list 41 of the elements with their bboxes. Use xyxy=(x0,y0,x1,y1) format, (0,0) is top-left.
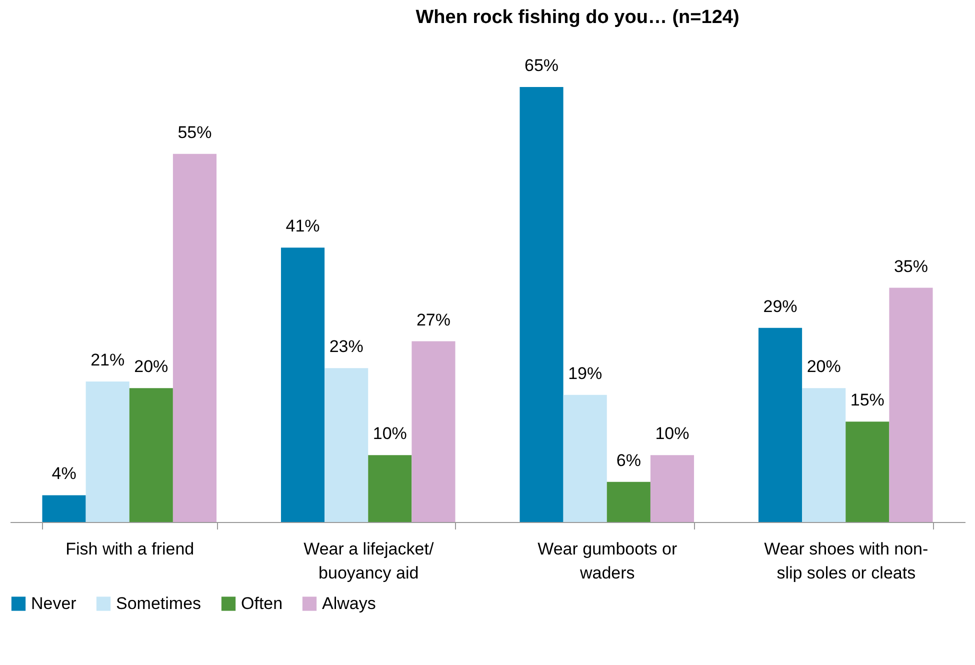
data-label: 29% xyxy=(763,296,798,316)
x-tick-label: Fish with a friend xyxy=(66,540,194,558)
legend-label: Always xyxy=(322,594,376,613)
bar xyxy=(86,381,130,522)
bar xyxy=(172,154,217,522)
data-label: 19% xyxy=(568,364,602,383)
bar xyxy=(520,87,564,522)
bar xyxy=(889,288,933,522)
legend-label: Sometimes xyxy=(116,594,202,613)
x-tick-label: Wear shoes with non-slip soles or cleats xyxy=(764,540,928,582)
data-label: 20% xyxy=(806,357,841,376)
data-label: 6% xyxy=(616,450,641,470)
data-label: 55% xyxy=(178,122,212,142)
bar xyxy=(368,455,412,522)
data-label: 35% xyxy=(894,256,928,276)
bar xyxy=(650,455,694,522)
data-label: 65% xyxy=(524,56,559,75)
bar xyxy=(412,341,456,522)
bar xyxy=(802,388,846,522)
bar xyxy=(280,248,325,522)
data-label: 10% xyxy=(372,424,407,444)
legend-label: Never xyxy=(31,594,77,613)
bar xyxy=(324,368,368,522)
bar xyxy=(563,394,607,522)
data-label: 21% xyxy=(90,350,125,370)
chart-title: When rock fishing do you… (n=124) xyxy=(416,7,740,28)
x-tick-label: Wear gumboots or waders xyxy=(538,540,678,582)
x-tick-label: Wear a lifejacket/ buoyancy aid xyxy=(304,540,434,582)
data-label: 41% xyxy=(286,216,320,236)
data-label: 20% xyxy=(134,357,168,376)
bar xyxy=(846,422,890,522)
data-label: 4% xyxy=(52,464,76,484)
bar xyxy=(129,388,173,522)
legend-label: Often xyxy=(241,594,283,613)
data-label: 10% xyxy=(655,424,690,444)
bar xyxy=(606,482,650,522)
data-label: 23% xyxy=(329,337,364,356)
bar xyxy=(42,495,86,522)
bar xyxy=(758,328,802,522)
data-label: 27% xyxy=(416,310,450,330)
data-label: 15% xyxy=(850,390,884,410)
